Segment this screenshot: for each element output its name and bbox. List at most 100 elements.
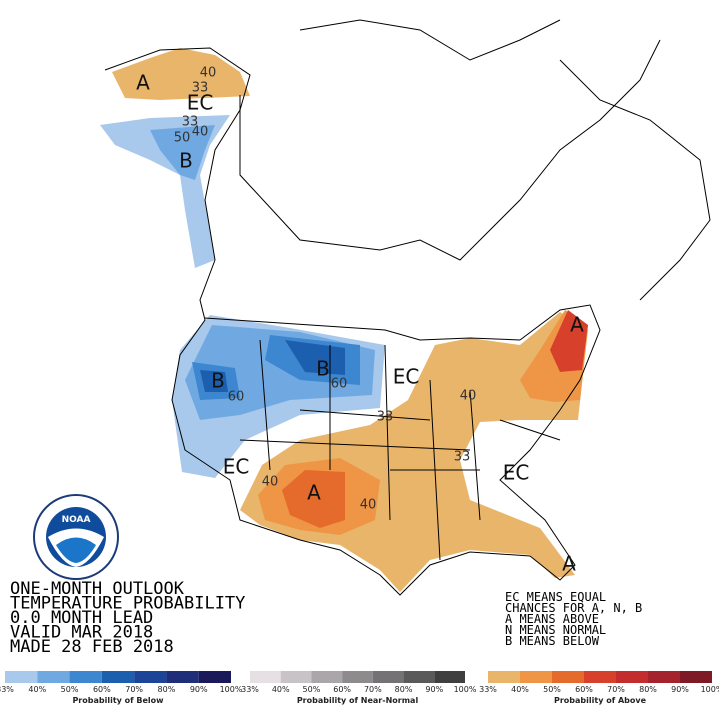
title-line: 0.0 MONTH LEAD: [10, 608, 153, 628]
key-line: A MEANS ABOVE: [505, 612, 599, 626]
legend-swatch: [584, 671, 616, 683]
above-region: [550, 310, 588, 372]
legend-tick-label: 33%: [0, 685, 14, 694]
legend-tick-label: 40%: [28, 685, 46, 694]
map-outlines: [104, 19, 711, 596]
key-line: CHANCES FOR A, N, B: [505, 601, 642, 615]
contour-label: 33: [192, 81, 209, 96]
above-region: [112, 48, 250, 100]
legend-swatch: [311, 671, 343, 683]
legend-swatch: [198, 671, 231, 683]
contour-label: 40: [200, 66, 217, 81]
region-label: A: [307, 481, 321, 505]
contour-label: 40: [192, 125, 209, 140]
contour-label: 40: [262, 475, 279, 490]
legend-tick-label: 33%: [241, 685, 259, 694]
coastline: [104, 47, 601, 596]
contour-label: 60: [228, 390, 245, 405]
legend-tick-label: 80%: [395, 685, 413, 694]
legend-tick-label: 60%: [93, 685, 111, 694]
legend-tick-label: 40%: [272, 685, 290, 694]
legend-tick-label: 33%: [479, 685, 497, 694]
noaa-logo: NOAA: [33, 494, 119, 580]
legend-swatch: [520, 671, 552, 683]
legend-title: Probability of Near-Normal: [297, 696, 419, 705]
contour-label: 40: [460, 389, 477, 404]
contour-label: 50: [174, 131, 191, 146]
key-line: EC MEANS EQUAL: [505, 590, 606, 604]
legend-tick-label: 70%: [364, 685, 382, 694]
legend-tick-label: 50%: [303, 685, 321, 694]
legend-swatch: [250, 671, 281, 683]
contour-label: 33: [454, 450, 471, 465]
coastline: [299, 19, 711, 301]
legend-tick-label: 100%: [220, 685, 243, 694]
legend-swatch: [280, 671, 312, 683]
legend-swatch: [134, 671, 167, 683]
map-labels: A 40 33 EC 33 50 40 B B 60 B 60 EC 33 40…: [136, 66, 584, 576]
legend-swatch: [69, 671, 102, 683]
legend-tick-label: 100%: [701, 685, 719, 694]
legend-swatch: [101, 671, 135, 683]
title-line: VALID MAR 2018: [10, 623, 153, 643]
contour-label: 60: [331, 377, 348, 392]
title-line: MADE 28 FEB 2018: [10, 637, 174, 657]
legend-tick-label: 90%: [425, 685, 443, 694]
region-label: A: [136, 71, 150, 95]
legend-swatch: [488, 671, 520, 683]
border-line: [204, 317, 521, 341]
legend-tick-label: 40%: [511, 685, 529, 694]
legend-swatch: [680, 671, 712, 683]
legend-tick-label: 60%: [575, 685, 593, 694]
title-line: ONE-MONTH OUTLOOK: [10, 579, 185, 599]
legend-tick-label: 60%: [333, 685, 351, 694]
contour-label: 33: [377, 410, 394, 425]
contour-label: 40: [360, 498, 377, 513]
legend-swatch: [166, 671, 199, 683]
below-region: [150, 125, 215, 180]
below-region: [200, 370, 228, 392]
legend-swatch: [616, 671, 648, 683]
legend-swatch: [372, 671, 404, 683]
legend-title: Probability of Below: [72, 696, 164, 705]
contour-label: 33: [182, 115, 199, 130]
region-label: EC: [503, 461, 530, 485]
probability-legends: 33% 40% 50% 60% 70% 80% 90% 100% Probability of …: [0, 671, 719, 705]
border-line: [239, 39, 661, 261]
legend-swatch: [434, 671, 465, 683]
region-label: EC: [187, 91, 214, 115]
region-label: EC: [223, 455, 250, 479]
region-label: B: [179, 149, 193, 173]
legend-swatch: [342, 671, 373, 683]
title-line: TEMPERATURE PROBABILITY: [10, 594, 245, 614]
region-label: EC: [393, 365, 420, 389]
above-region: [282, 470, 345, 528]
key-line: B MEANS BELOW: [505, 634, 600, 648]
map-shading: [100, 48, 588, 592]
legend-title: Probability of Above: [554, 696, 647, 705]
logo-text: NOAA: [62, 515, 91, 525]
key-line: N MEANS NORMAL: [505, 623, 606, 637]
legend-tick-label: 90%: [190, 685, 208, 694]
legend-swatch: [648, 671, 680, 683]
legend-tick-label: 50%: [61, 685, 79, 694]
state-line: [239, 339, 561, 561]
legend-swatch: [552, 671, 584, 683]
legend-swatch: [37, 671, 70, 683]
legend-swatch: [403, 671, 435, 683]
region-label: B: [316, 357, 330, 381]
legend-swatch: [5, 671, 38, 683]
region-label: A: [562, 552, 576, 576]
legend-tick-label: 70%: [125, 685, 143, 694]
legend-tick-label: 80%: [639, 685, 657, 694]
legend-tick-label: 80%: [158, 685, 176, 694]
legend-tick-label: 90%: [671, 685, 689, 694]
region-label: A: [570, 313, 584, 337]
legend-tick-label: 100%: [454, 685, 477, 694]
legend-tick-label: 70%: [607, 685, 625, 694]
legend-tick-label: 50%: [543, 685, 561, 694]
region-label: B: [211, 369, 225, 393]
